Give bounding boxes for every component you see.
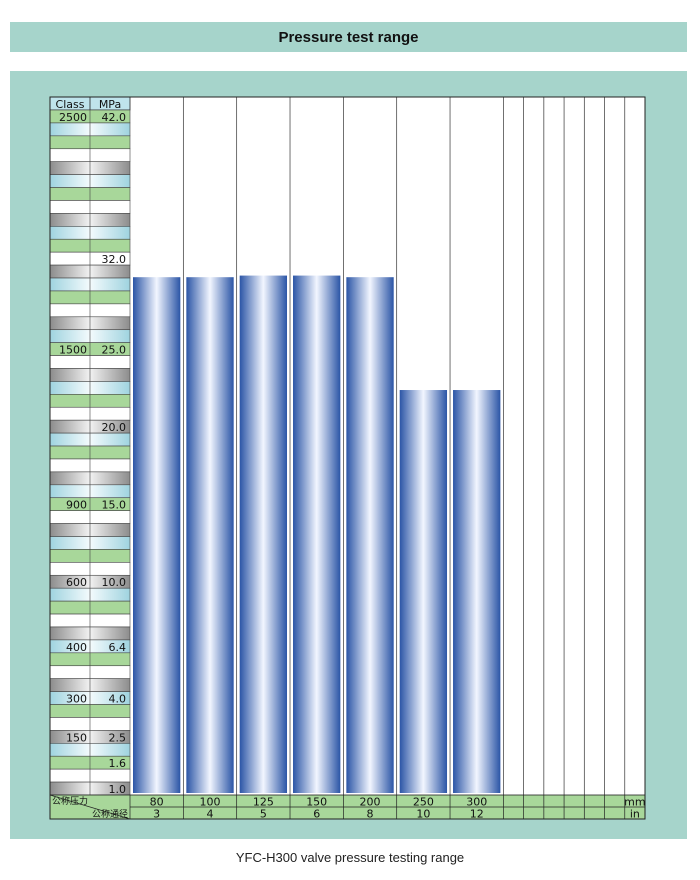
mpa-label: 6.4 <box>109 641 127 654</box>
size-in-label: 5 <box>260 808 267 821</box>
class-label: 150 <box>66 731 87 744</box>
nominal-pressure-label: 公称压力 <box>52 795 88 807</box>
size-mm-label: 150 <box>306 796 327 809</box>
bar-80 <box>133 277 181 793</box>
class-label: 2500 <box>59 111 87 124</box>
class-label: 900 <box>66 499 87 512</box>
mpa-label: 4.0 <box>109 693 127 706</box>
unit-in: in <box>630 808 640 821</box>
bar-100 <box>186 277 234 793</box>
size-mm-label: 100 <box>200 796 221 809</box>
mpa-label: 25.0 <box>102 344 127 357</box>
size-in-label: 12 <box>470 808 484 821</box>
mpa-label: 10.0 <box>102 576 127 589</box>
size-mm-label: 80 <box>150 796 164 809</box>
chart-border <box>49 96 646 820</box>
size-mm-label: 300 <box>466 796 487 809</box>
mpa-label: 1.6 <box>109 757 127 770</box>
class-label: 1500 <box>59 344 87 357</box>
size-in-label: 10 <box>416 808 430 821</box>
class-label: 400 <box>66 641 87 654</box>
mpa-label: 2.5 <box>109 731 127 744</box>
mpa-header: MPa <box>99 98 121 111</box>
size-mm-label: 125 <box>253 796 274 809</box>
chart-title: Pressure test range <box>278 28 419 46</box>
footer-diagonal <box>49 794 131 820</box>
chart-caption: YFC-H300 valve pressure testing range <box>235 850 465 865</box>
size-mm-label: 250 <box>413 796 434 809</box>
title-bar: Pressure test range <box>10 22 687 52</box>
size-mm-label: 200 <box>360 796 381 809</box>
size-in-label: 6 <box>313 808 320 821</box>
size-in-label: 8 <box>367 808 374 821</box>
size-in-label: 4 <box>207 808 214 821</box>
bar-300 <box>453 390 501 793</box>
nominal-size-label: 公称通径 <box>92 808 128 820</box>
bar-250 <box>399 390 448 793</box>
size-in-label: 3 <box>153 808 160 821</box>
mpa-label: 1.0 <box>109 783 127 796</box>
bar-150 <box>293 275 341 793</box>
class-label: 300 <box>66 693 87 706</box>
bar-125 <box>239 275 288 793</box>
mpa-label: 32.0 <box>102 253 127 266</box>
class-header: Class <box>56 98 85 111</box>
mpa-label: 20.0 <box>102 421 127 434</box>
class-label: 600 <box>66 576 87 589</box>
mpa-label: 42.0 <box>102 111 127 124</box>
bar-200 <box>346 277 394 793</box>
mpa-label: 15.0 <box>102 499 127 512</box>
unit-mm: mm <box>624 796 645 809</box>
